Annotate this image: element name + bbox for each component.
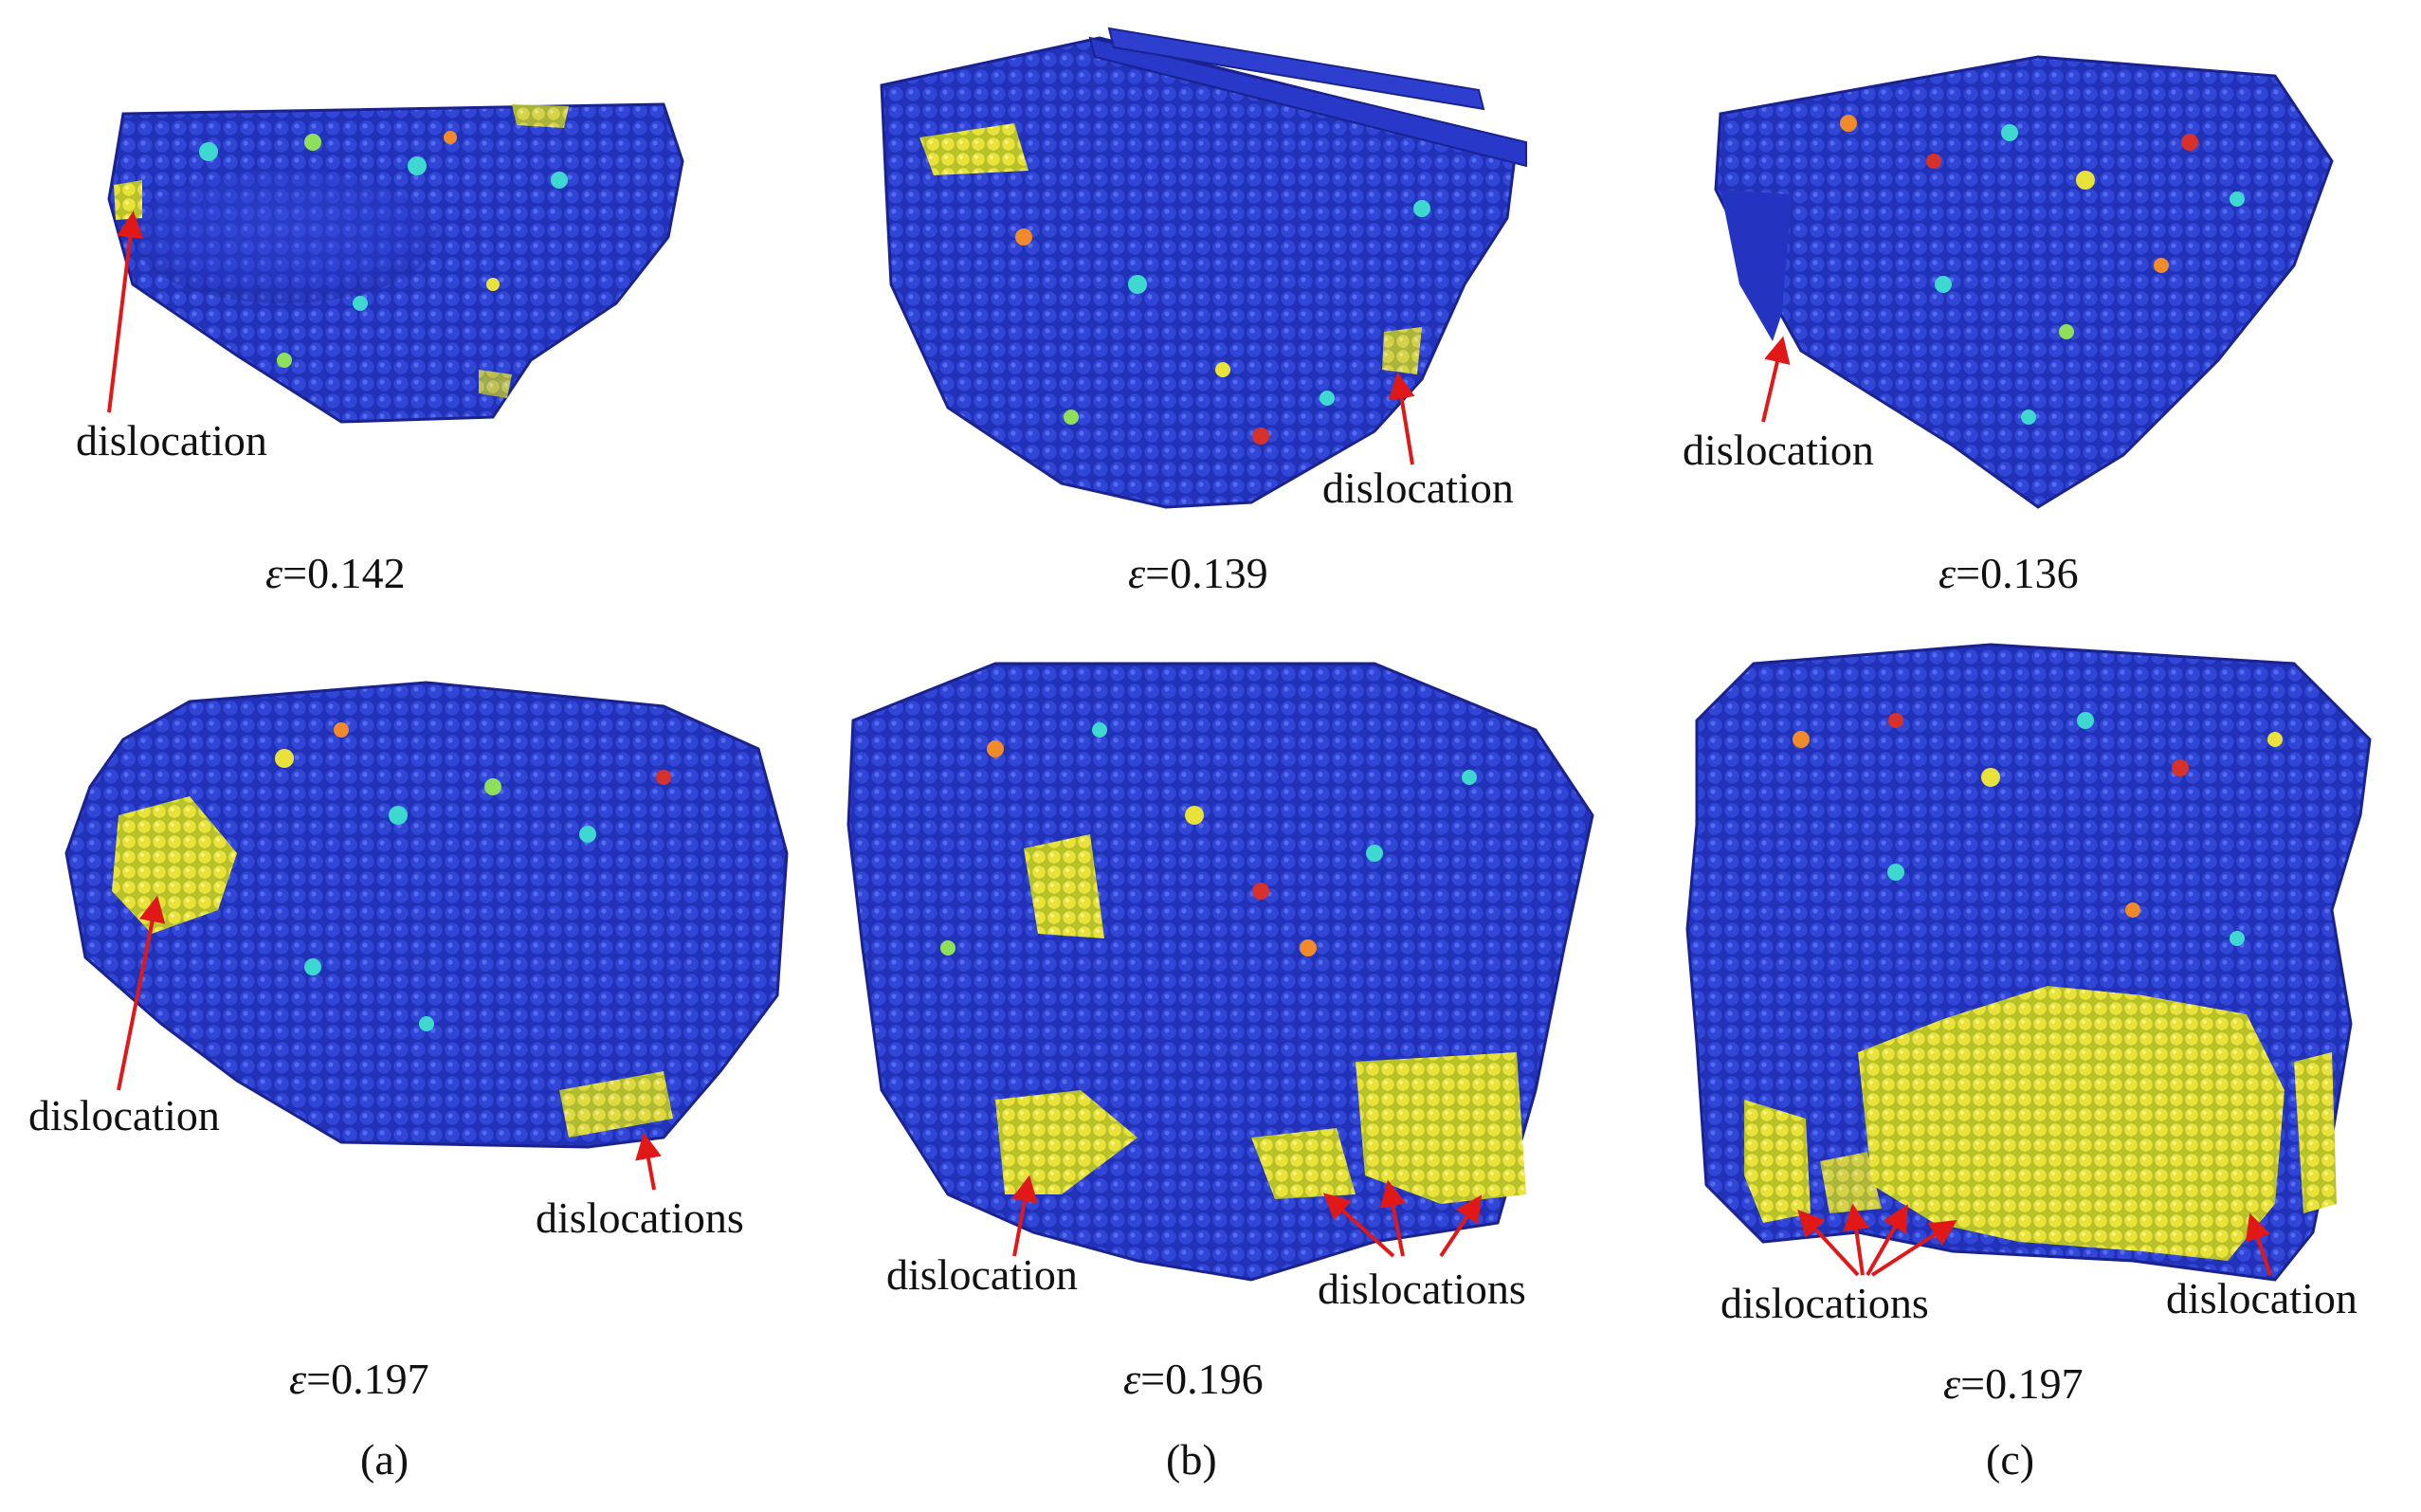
panel-b-label: (b)	[1166, 1435, 1217, 1484]
panel-a-bottom-callout-2: dislocations	[536, 1193, 744, 1242]
panel-a-top-hotspots	[199, 131, 568, 368]
panel-a-bottom-callout-1: dislocation	[28, 1091, 220, 1139]
panel-b-top-arrow	[1388, 372, 1415, 465]
panel-a-top-structure	[107, 102, 684, 424]
panel-a-top-callout: dislocation	[76, 416, 267, 465]
panel-b-bottom-callout-1: dislocation	[886, 1250, 1078, 1299]
panel-a-label: (a)	[360, 1435, 409, 1484]
panel-c-label: (c)	[1986, 1435, 2034, 1484]
panel-a-bottom-arrow-2	[635, 1132, 662, 1191]
panel-c-bottom-arrow-4	[1870, 1219, 1957, 1277]
panel-b-top-structure	[880, 27, 1527, 509]
panel-c-bottom-arrow-5	[2245, 1212, 2272, 1276]
panel-c-bottom-strain: ε=0.197	[1943, 1359, 2084, 1408]
panel-c-top-structure	[1714, 55, 2334, 509]
panel-b-top-hotspots	[1015, 200, 1430, 445]
panel-a-bottom-arrow-1	[117, 895, 166, 1091]
panel-c-bottom-structure	[1685, 643, 2372, 1282]
panel-b-bottom-arrow-3	[1379, 1179, 1407, 1257]
panel-c-bottom-arrow-1	[1797, 1209, 1860, 1277]
panel-a-top-arrow	[107, 210, 144, 413]
panel-c-top-strain: ε=0.136	[1939, 549, 2079, 597]
panel-a-bottom-structure	[64, 681, 789, 1149]
panel-b-bottom-structure	[846, 662, 1594, 1282]
panel-c-bottom-arrow-2	[1843, 1203, 1870, 1276]
panel-b-bottom-arrow-4	[1439, 1194, 1483, 1258]
panel-a-bottom-strain: ε=0.197	[289, 1355, 429, 1403]
panel-b-bottom-strain: ε=0.196	[1123, 1355, 1264, 1403]
panel-c-top-hotspots	[1840, 115, 2245, 425]
panel-c-bottom-hotspots	[1793, 712, 2283, 946]
panel-b-bottom-callout-2: dislocations	[1318, 1265, 1526, 1313]
panel-c-top-callout: dislocation	[1683, 426, 1874, 474]
panel-c-bottom-callout-2: dislocation	[2166, 1274, 2357, 1322]
panel-b-bottom-arrow-1	[1011, 1175, 1038, 1257]
panel-c-top-arrow	[1761, 336, 1791, 423]
panel-c-bottom-arrow-3	[1866, 1204, 1908, 1276]
panel-c-bottom-callout-1: dislocations	[1720, 1279, 1929, 1327]
panel-b-top-callout: dislocation	[1322, 464, 1514, 512]
panel-b-bottom-arrow-2	[1322, 1193, 1395, 1258]
panel-b-bottom-hotspots	[940, 722, 1477, 956]
panel-a-bottom-hotspots	[275, 722, 671, 1031]
panel-b-top-strain: ε=0.139	[1128, 549, 1268, 597]
panel-a-top-strain: ε=0.142	[265, 549, 406, 597]
